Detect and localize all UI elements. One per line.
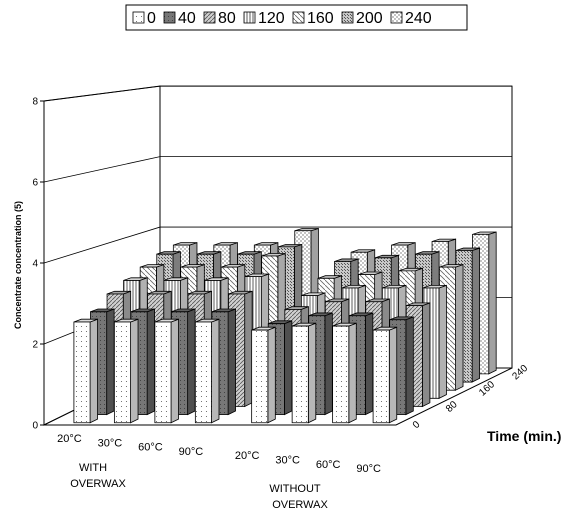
legend-item: 200 [341,10,383,27]
legend-swatch [203,11,216,24]
bar [113,318,139,424]
legend-item: 240 [390,10,432,27]
legend-label: 0 [147,10,156,27]
legend-swatch [341,11,354,24]
legend-swatch [163,11,176,24]
depth-axis-label: Time (min.) [487,428,561,444]
x-tick-label: 90°C [356,463,381,475]
depth-tick-label: 240 [510,363,530,383]
x-axis-ticks: 20°C 30°C 60°C 90°C 20°C 30°C 60°C 90°C WITH OVER… [57,433,381,511]
legend-swatch [390,11,403,24]
x-tick-label: 60°C [138,442,163,454]
y-axis-ticks: 0 2 4 6 8 [32,97,44,432]
y-axis-label: Concentrate concentration (5) [13,201,23,329]
bar [372,326,398,424]
y-tick-label: 0 [32,421,38,432]
legend-swatch [243,11,256,24]
x-tick-label: 60°C [316,459,341,471]
depth-tick-label: 0 [411,419,423,431]
bars [73,227,497,424]
y-tick-label: 8 [32,97,38,108]
bar [154,318,179,424]
legend-item: 80 [203,10,236,27]
x-tick-label: 30°C [275,455,300,467]
gridline [43,226,512,264]
y-tick-label: 4 [32,259,38,270]
legend-item: 120 [243,10,285,27]
legend-swatch [292,11,305,24]
gridline [43,85,512,102]
legend-label: 80 [218,10,236,27]
bar [251,326,276,424]
legend-label: 240 [405,10,432,27]
x-tick-label: 20°C [235,450,260,462]
y-tick-label: 6 [32,178,38,189]
y-tick-label: 2 [32,340,38,351]
legend: 0 40 80 120 160 200 240 [125,4,468,31]
group-label: OVERWAX [70,478,126,490]
legend-label: 120 [258,10,285,27]
legend-label: 200 [356,10,383,27]
bar [332,322,357,424]
x-tick-label: 90°C [179,446,204,458]
legend-item: 160 [292,10,334,27]
depth-tick-label: 80 [444,399,460,415]
x-tick-label: 20°C [57,433,82,445]
group-label: WITHOUT [269,483,321,495]
legend-swatch [132,11,145,24]
legend-label: 160 [307,10,334,27]
gridline [43,156,512,183]
x-tick-label: 30°C [98,437,123,449]
bar [291,322,317,424]
group-label: WITH [79,462,107,474]
legend-label: 40 [178,10,196,27]
bar [194,318,220,424]
bar [73,318,98,424]
legend-item: 40 [163,10,196,27]
group-label: OVERWAX [272,499,328,511]
legend-item: 0 [132,10,156,27]
